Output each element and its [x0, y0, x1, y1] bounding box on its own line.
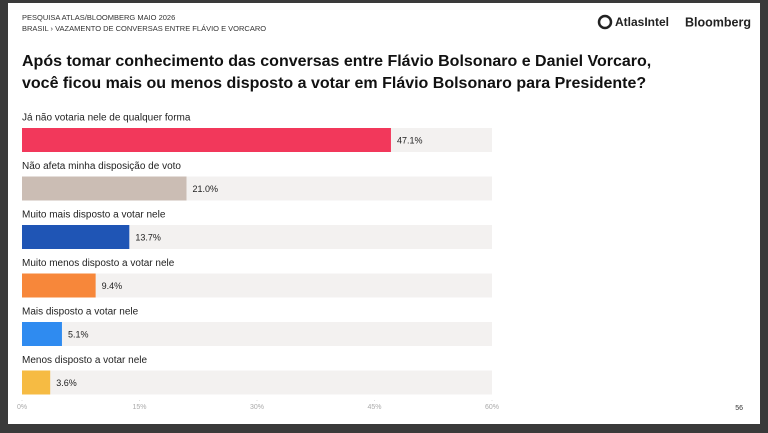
- category-label: Muito menos disposto a votar nele: [22, 258, 175, 269]
- bar: [22, 176, 187, 201]
- value-label: 13.7%: [135, 232, 161, 242]
- x-tick-label: 60%: [485, 404, 499, 411]
- x-tick-label: 0%: [17, 404, 27, 411]
- atlas-logo: AtlasIntel: [615, 15, 669, 29]
- category-label: Não afeta minha disposição de voto: [22, 161, 181, 172]
- category-label: Já não votaria nele de qualquer forma: [22, 113, 191, 124]
- slide-background: [8, 3, 760, 424]
- value-label: 5.1%: [68, 329, 89, 339]
- category-label: Muito mais disposto a votar nele: [22, 210, 166, 221]
- bar: [22, 273, 96, 298]
- x-tick-label: 45%: [367, 404, 381, 411]
- bar: [22, 370, 51, 395]
- value-label: 9.4%: [102, 281, 123, 291]
- subtitle: BRASIL › VAZAMENTO DE CONVERSAS ENTRE FL…: [22, 24, 266, 33]
- bar: [22, 128, 391, 152]
- bar-track: [22, 322, 492, 346]
- bar-track: [22, 273, 492, 298]
- bar: [22, 322, 62, 346]
- category-label: Mais disposto a votar nele: [22, 307, 139, 318]
- value-label: 21.0%: [193, 184, 219, 194]
- chart-title: você ficou mais ou menos disposto a vota…: [22, 75, 646, 92]
- source-label: PESQUISA ATLAS/BLOOMBERG MAIO 2026: [22, 13, 175, 22]
- chart-title: Após tomar conhecimento das conversas en…: [22, 53, 651, 70]
- bar-track: [22, 370, 492, 395]
- atlas-icon: [597, 14, 613, 30]
- value-label: 3.6%: [56, 378, 77, 388]
- x-tick-label: 30%: [250, 404, 264, 411]
- page-number: 56: [735, 405, 743, 412]
- x-tick-label: 15%: [132, 404, 146, 411]
- category-label: Menos disposto a votar nele: [22, 355, 148, 366]
- bar: [22, 225, 130, 249]
- bloomberg-logo: Bloomberg: [685, 15, 751, 29]
- value-label: 47.1%: [397, 135, 423, 145]
